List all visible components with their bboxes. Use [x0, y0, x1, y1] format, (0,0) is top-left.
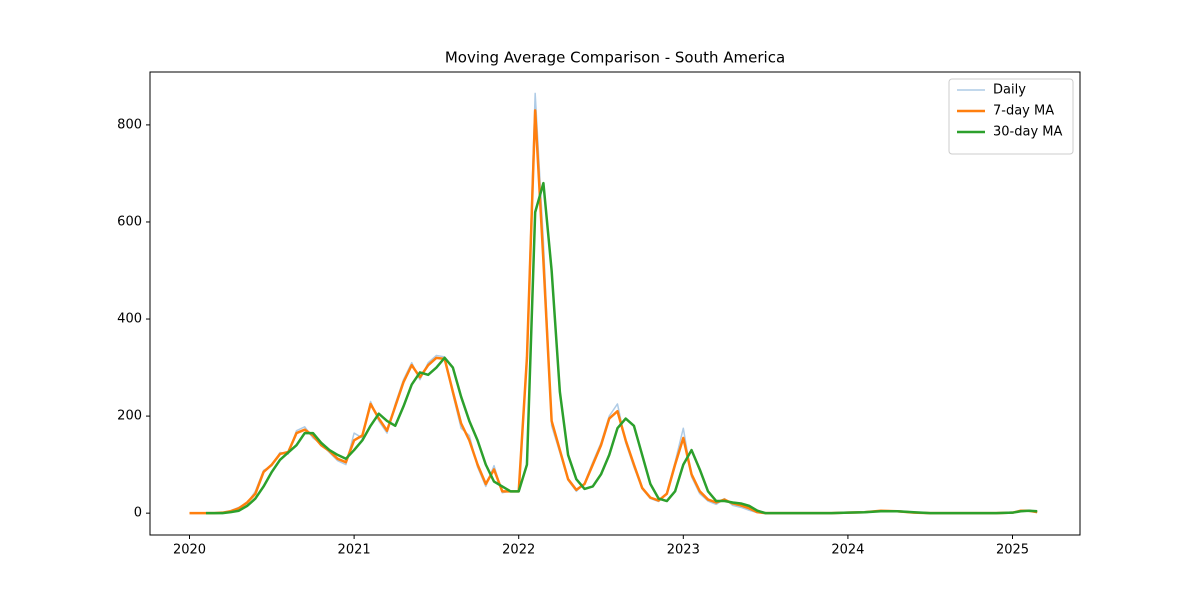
legend-box — [948, 78, 1074, 155]
plot-frame — [149, 71, 1081, 536]
series-line — [189, 109, 1038, 515]
x-tick-label: 2022 — [502, 543, 535, 558]
x-tick-label: 2025 — [996, 543, 1029, 558]
legend: Daily 7-day MA 30-day MA — [948, 78, 1074, 155]
series-line — [189, 92, 1038, 514]
y-tick-label: 600 — [117, 214, 142, 229]
y-tick-label: 400 — [117, 312, 142, 327]
y-tick-label: 0 — [134, 506, 142, 521]
x-tick-label: 2021 — [338, 543, 371, 558]
legend-label: Daily — [993, 83, 1026, 98]
x-tick-label: 2024 — [831, 543, 864, 558]
x-tick-label: 2023 — [667, 543, 700, 558]
y-tick-label: 800 — [117, 117, 142, 132]
legend-label: 30-day MA — [993, 125, 1062, 140]
y-tick-label: 200 — [117, 409, 142, 424]
legend-label: 7-day MA — [993, 104, 1054, 119]
x-tick-label: 2020 — [173, 543, 206, 558]
series-line — [205, 181, 1038, 515]
chart-title: Moving Average Comparison - South Americ… — [445, 49, 785, 67]
